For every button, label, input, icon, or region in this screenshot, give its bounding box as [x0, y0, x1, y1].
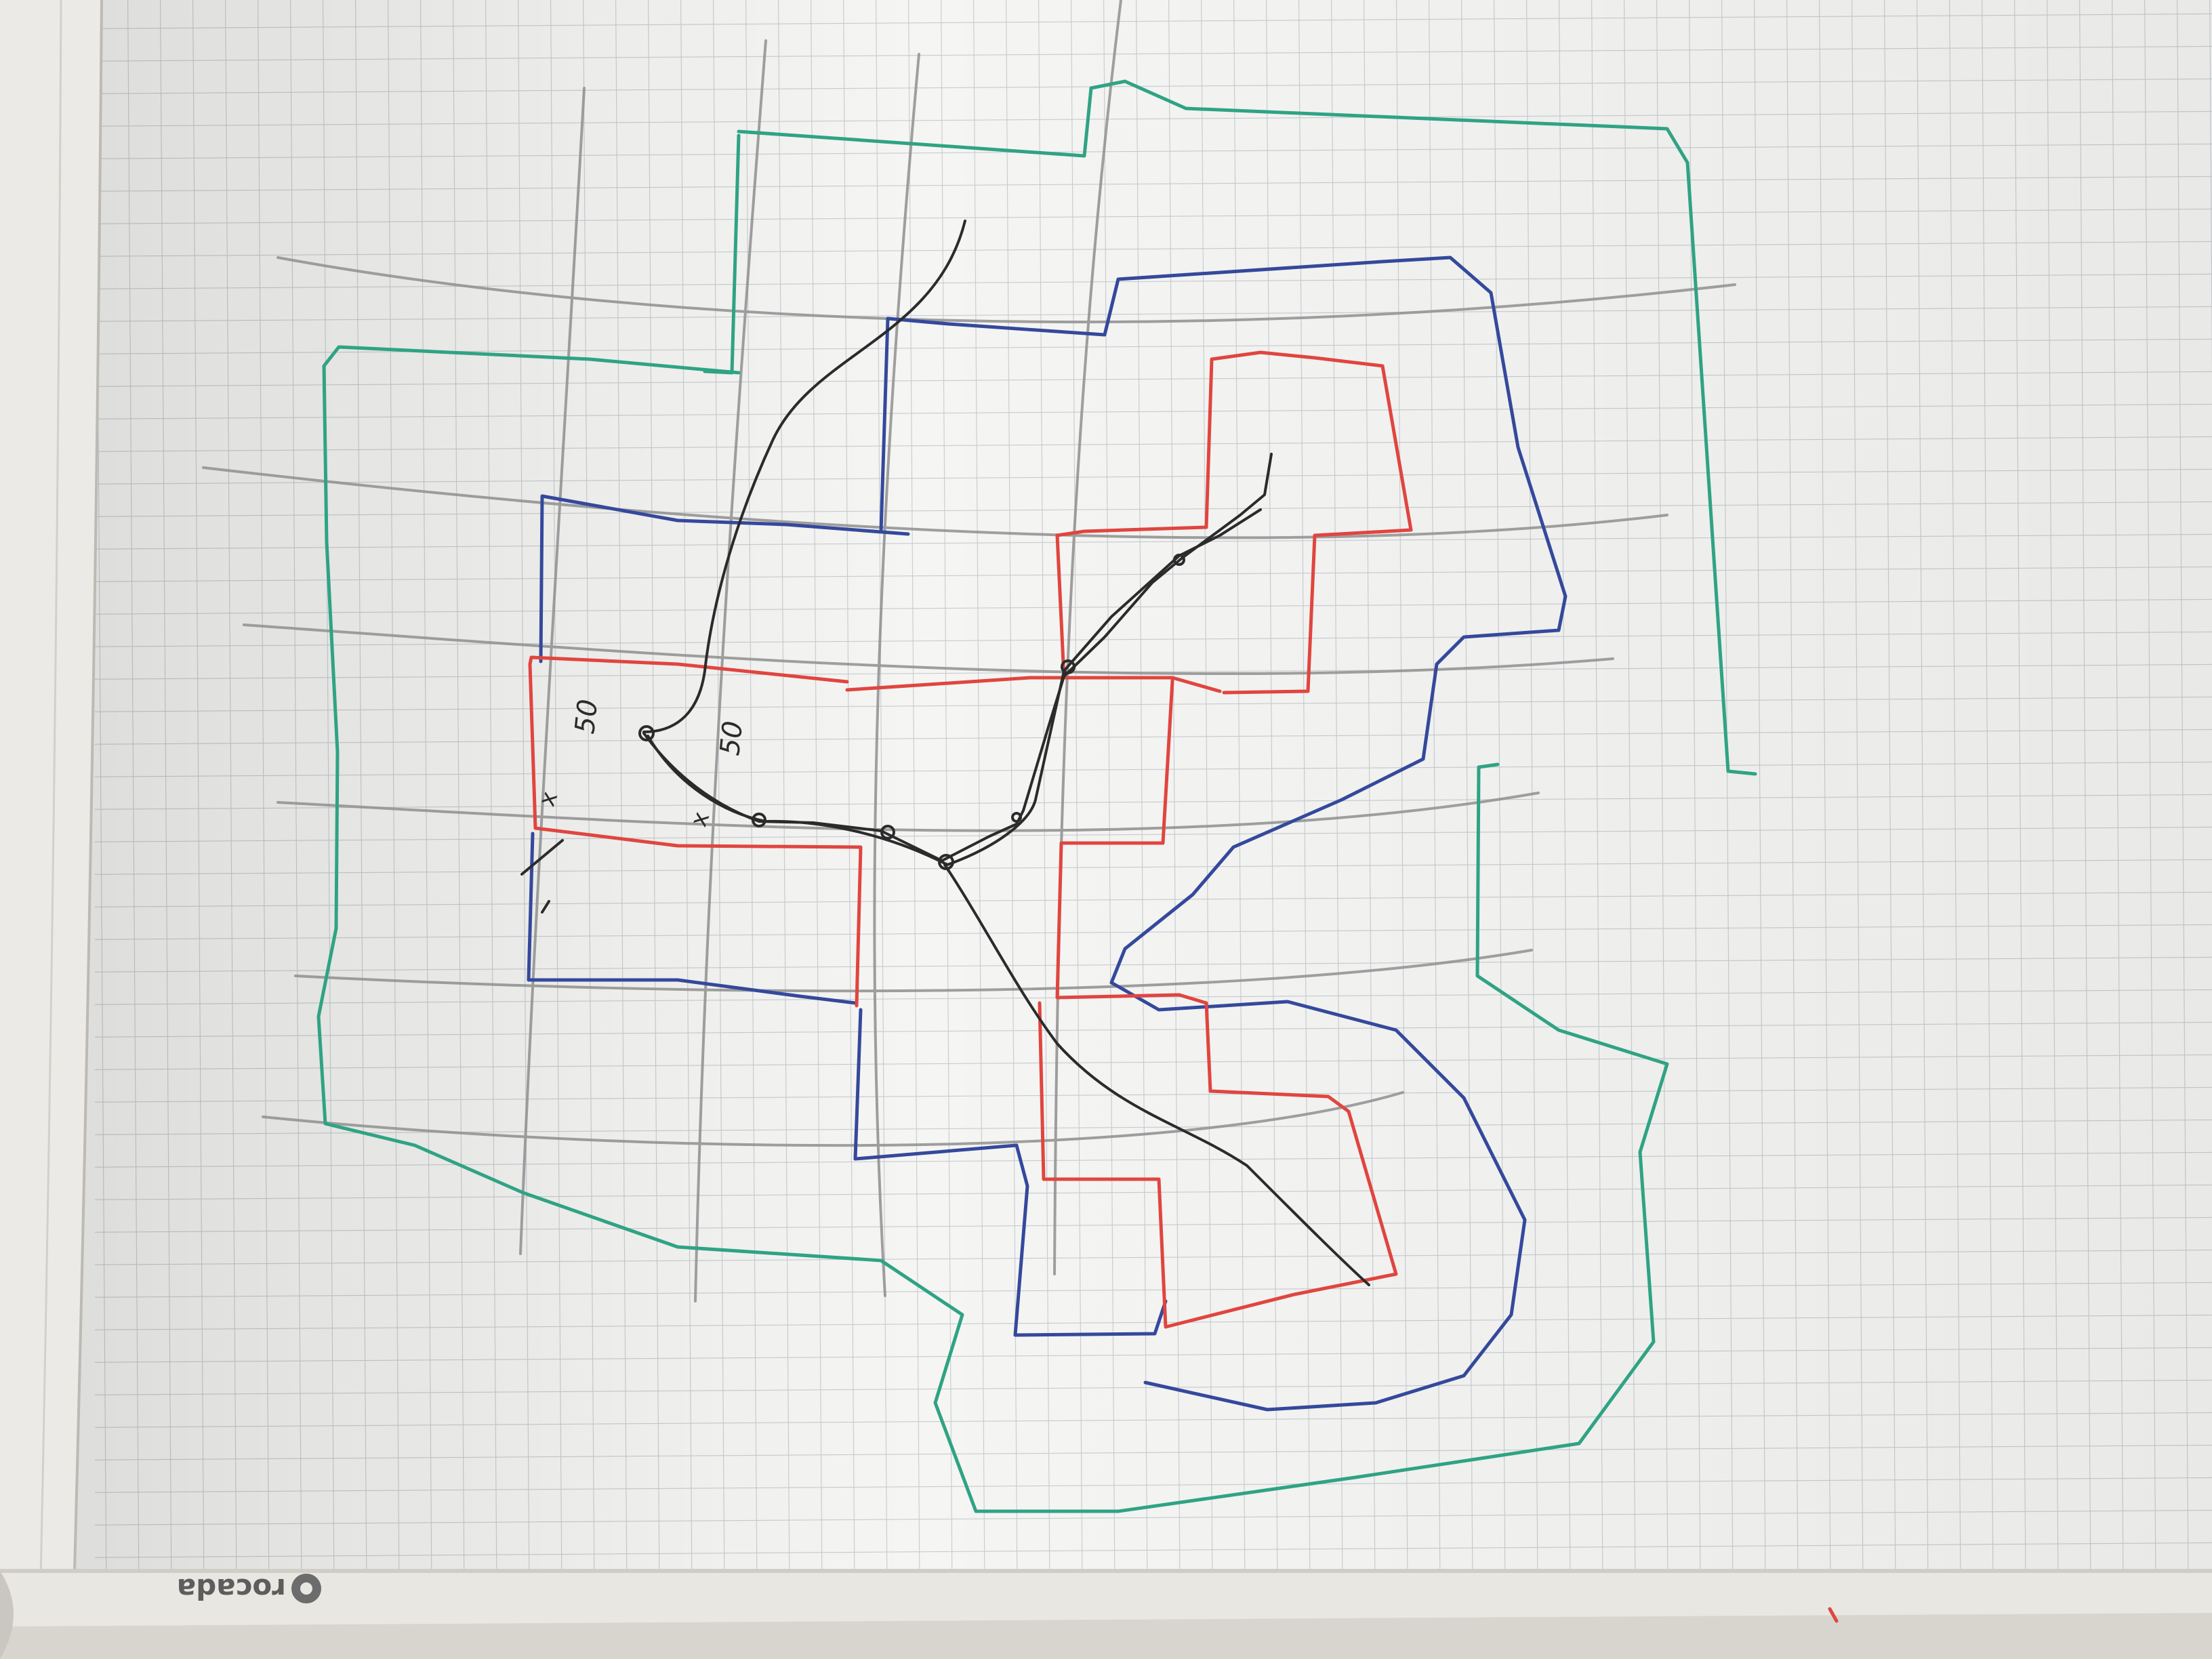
rocada-logo-icon [291, 1574, 321, 1603]
flipchart-paper [0, 0, 2212, 1586]
flipchart-tray [0, 1569, 2212, 1659]
black-route-sketch [520, 220, 1370, 1286]
red-outline [528, 350, 1413, 1329]
label-50-right: 50 [714, 720, 749, 757]
blue-outline [527, 255, 1568, 1412]
brand-logo: rocada [177, 1572, 321, 1605]
label-50-left: 50 [569, 698, 604, 735]
teal-outline [316, 79, 1757, 1513]
brand-wordmark: rocada [177, 1572, 286, 1605]
